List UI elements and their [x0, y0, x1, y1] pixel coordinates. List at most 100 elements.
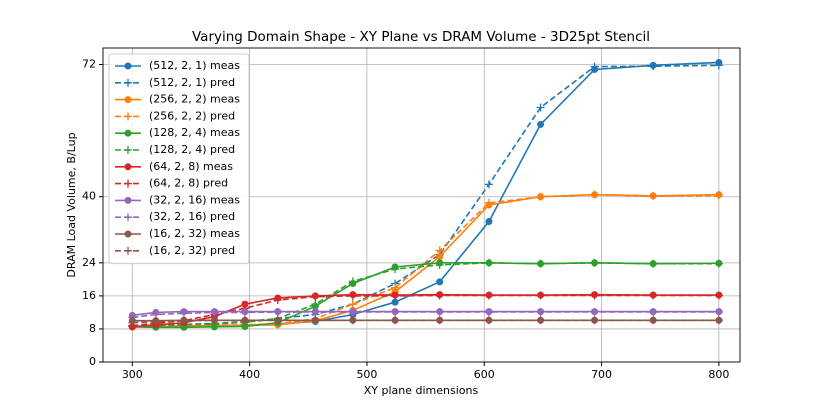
- marker: [348, 308, 357, 317]
- marker: [536, 103, 545, 112]
- marker: [348, 291, 357, 300]
- x-tick-label: 700: [591, 368, 612, 381]
- marker: [649, 316, 658, 325]
- marker: [484, 291, 493, 300]
- marker: [714, 316, 723, 325]
- marker: [391, 291, 400, 300]
- legend-label: (32, 2, 16) meas: [149, 193, 240, 206]
- legend: (512, 2, 1) meas (512, 2, 1) pred (256, 2,…: [108, 53, 250, 265]
- marker: [536, 308, 545, 317]
- marker: [436, 278, 444, 286]
- marker: [714, 308, 723, 317]
- legend-label: (256, 2, 2) meas: [149, 93, 240, 106]
- marker: [391, 283, 400, 292]
- marker: [240, 316, 249, 325]
- marker: [273, 316, 282, 325]
- series-line: [132, 293, 719, 328]
- marker: [179, 309, 188, 318]
- marker: [273, 296, 282, 305]
- marker: [128, 318, 137, 327]
- x-axis-label: XY plane dimensions: [364, 384, 479, 397]
- marker: [311, 300, 320, 309]
- marker: [311, 292, 320, 301]
- y-tick-label: 0: [89, 355, 96, 368]
- marker: [536, 259, 545, 268]
- marker: [124, 230, 132, 238]
- marker: [124, 78, 132, 87]
- marker: [536, 192, 545, 201]
- marker: [649, 259, 658, 268]
- legend-label: (128, 2, 4) pred: [149, 143, 235, 156]
- marker: [348, 277, 357, 286]
- marker: [210, 316, 219, 325]
- marker: [436, 253, 444, 261]
- marker: [151, 310, 160, 319]
- marker: [435, 316, 444, 325]
- legend-box: [108, 53, 250, 265]
- legend-label: (512, 2, 1) pred: [149, 76, 235, 89]
- marker: [391, 308, 400, 317]
- legend-label: (64, 2, 8) pred: [149, 177, 228, 190]
- marker: [484, 316, 493, 325]
- marker: [210, 308, 219, 317]
- marker: [348, 316, 357, 325]
- marker: [179, 316, 188, 325]
- legend-label: (512, 2, 1) meas: [149, 59, 240, 72]
- x-tick-label: 800: [708, 368, 729, 381]
- marker: [590, 308, 599, 317]
- marker: [485, 218, 493, 226]
- marker: [649, 62, 658, 71]
- marker: [124, 163, 132, 171]
- marker: [391, 298, 399, 306]
- marker: [649, 191, 658, 200]
- legend-label: (128, 2, 4) meas: [149, 126, 240, 139]
- marker: [240, 308, 249, 317]
- marker: [151, 317, 160, 326]
- legend-label: (64, 2, 8) meas: [149, 160, 233, 173]
- marker: [124, 62, 132, 70]
- y-tick-label: 16: [82, 289, 96, 302]
- marker: [241, 322, 249, 330]
- marker: [484, 180, 493, 189]
- marker: [391, 265, 400, 274]
- marker: [124, 146, 132, 154]
- marker: [714, 291, 723, 300]
- legend-label: (16, 2, 32) meas: [149, 227, 240, 240]
- x-tick-label: 300: [122, 368, 143, 381]
- chart-title: Varying Domain Shape - XY Plane vs DRAM …: [192, 29, 650, 45]
- marker: [714, 191, 723, 200]
- marker: [273, 308, 282, 317]
- marker: [311, 316, 320, 325]
- x-tick-label: 500: [356, 368, 377, 381]
- marker: [649, 291, 658, 300]
- y-tick-label: 72: [82, 58, 96, 71]
- marker: [484, 308, 493, 317]
- marker: [124, 179, 132, 188]
- marker: [348, 300, 357, 309]
- marker: [124, 246, 132, 255]
- y-tick-label: 24: [82, 256, 96, 269]
- marker: [124, 112, 132, 121]
- marker: [391, 316, 400, 325]
- marker: [241, 300, 249, 308]
- marker: [435, 246, 444, 255]
- x-tick-label: 600: [474, 368, 495, 381]
- y-axis-label: DRAM Load Volume, B/Lup: [65, 132, 78, 277]
- marker: [536, 316, 545, 325]
- marker: [590, 62, 599, 71]
- marker: [435, 260, 444, 269]
- marker: [714, 61, 723, 70]
- marker: [484, 258, 493, 267]
- x-tick-label: 400: [239, 368, 260, 381]
- marker: [435, 308, 444, 317]
- legend-label: (32, 2, 16) pred: [149, 210, 235, 223]
- marker: [124, 213, 132, 222]
- y-tick-label: 40: [82, 190, 96, 203]
- marker: [435, 291, 444, 300]
- marker: [590, 190, 599, 199]
- marker: [649, 308, 658, 317]
- legend-label: (16, 2, 32) pred: [149, 244, 235, 257]
- marker: [311, 308, 320, 317]
- marker: [537, 120, 545, 128]
